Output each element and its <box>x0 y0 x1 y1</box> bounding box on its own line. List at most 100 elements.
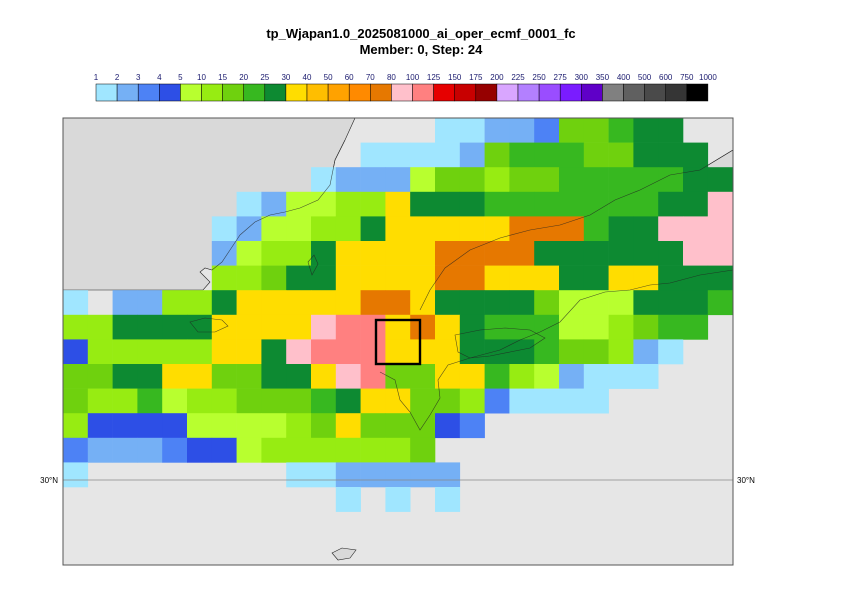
precip-cell <box>410 462 436 488</box>
precip-cell <box>87 437 113 463</box>
precip-cell <box>707 167 733 193</box>
precip-cell <box>335 241 361 266</box>
precip-cell <box>683 167 709 193</box>
precip-cell <box>87 388 113 414</box>
precip-cell <box>583 314 609 340</box>
precip-cell <box>261 216 287 242</box>
precip-cell <box>236 290 262 316</box>
precip-cell <box>112 388 138 414</box>
precip-cell <box>633 314 659 340</box>
precip-cell <box>335 339 361 365</box>
precip-cell <box>335 167 361 193</box>
precip-cell <box>410 364 436 389</box>
precip-cell <box>410 191 436 217</box>
precip-cell <box>360 216 386 242</box>
colorbar-tick-label: 750 <box>680 73 694 82</box>
precip-cell <box>559 191 585 217</box>
colorbar-tick-label: 80 <box>387 73 396 82</box>
precip-cell <box>608 339 634 365</box>
precip-cell <box>435 241 461 266</box>
precip-cell <box>633 118 659 143</box>
precip-cell <box>435 314 461 340</box>
colorbar-tick-label: 1 <box>94 73 99 82</box>
precip-cell <box>583 191 609 217</box>
precip-cell <box>385 191 411 217</box>
precip-cell <box>211 265 237 291</box>
lat-label-right: 30°N <box>737 476 755 485</box>
colorbar-tick-label: 400 <box>617 73 631 82</box>
precip-cell <box>459 241 485 266</box>
precip-cell <box>509 118 535 143</box>
precip-cell <box>335 462 361 488</box>
precip-cell <box>410 314 436 340</box>
precip-cell <box>63 413 89 439</box>
precip-cell <box>63 462 89 488</box>
precip-cell <box>435 216 461 242</box>
precip-cell <box>87 364 113 389</box>
precip-cell <box>63 290 89 316</box>
precip-cell <box>360 462 386 488</box>
precip-cell <box>63 339 89 365</box>
precip-cell <box>707 216 733 242</box>
precip-cell <box>608 314 634 340</box>
precip-cell <box>261 413 287 439</box>
precip-cell <box>583 216 609 242</box>
colorbar-tick-label: 225 <box>511 73 525 82</box>
precip-cell <box>335 413 361 439</box>
precip-cell <box>162 339 188 365</box>
precip-cell <box>211 290 237 316</box>
precip-cell <box>286 462 312 488</box>
precip-cell <box>484 339 510 365</box>
precip-cell <box>509 241 535 266</box>
precip-cell <box>459 265 485 291</box>
precip-cell <box>583 142 609 168</box>
precip-cell <box>187 314 213 340</box>
precip-cell <box>87 413 113 439</box>
precip-cell <box>658 265 684 291</box>
precip-cell <box>385 339 411 365</box>
precip-cell <box>410 167 436 193</box>
precip-cell <box>211 413 237 439</box>
precip-cell <box>385 290 411 316</box>
precip-cell <box>261 191 287 217</box>
precip-cell <box>236 216 262 242</box>
precip-cell <box>683 142 709 168</box>
precip-cell <box>633 364 659 389</box>
land-amami-island <box>331 547 357 561</box>
precip-cell <box>311 364 337 389</box>
precip-cell <box>559 216 585 242</box>
precip-cell <box>633 167 659 193</box>
precip-cell <box>335 364 361 389</box>
precip-cell <box>211 314 237 340</box>
precip-cell <box>559 241 585 266</box>
colorbar-tick-label: 50 <box>324 73 333 82</box>
precip-cell <box>112 437 138 463</box>
precip-cell <box>633 216 659 242</box>
colorbar-tick-label: 1000 <box>699 73 717 82</box>
precip-cell <box>484 142 510 168</box>
precip-cell <box>509 364 535 389</box>
precip-cell <box>63 388 89 414</box>
precip-cell <box>236 191 262 217</box>
precip-cell <box>683 191 709 217</box>
colorbar-tick-label: 350 <box>596 73 610 82</box>
precip-cell <box>410 339 436 365</box>
precip-cell <box>385 216 411 242</box>
precip-cell <box>261 290 287 316</box>
precip-cell <box>360 142 386 168</box>
precip-cell <box>534 241 560 266</box>
precip-cell <box>385 364 411 389</box>
precip-cell <box>137 339 163 365</box>
precip-cell <box>286 364 312 389</box>
precip-cell <box>335 191 361 217</box>
precip-cell <box>162 314 188 340</box>
precip-cell <box>633 339 659 365</box>
precip-cell <box>162 388 188 414</box>
precip-cell <box>658 191 684 217</box>
precip-cell <box>509 265 535 291</box>
precip-cell <box>707 241 733 266</box>
precip-cell <box>385 142 411 168</box>
precip-cell <box>484 167 510 193</box>
colorbar-tick-label: 3 <box>136 73 141 82</box>
